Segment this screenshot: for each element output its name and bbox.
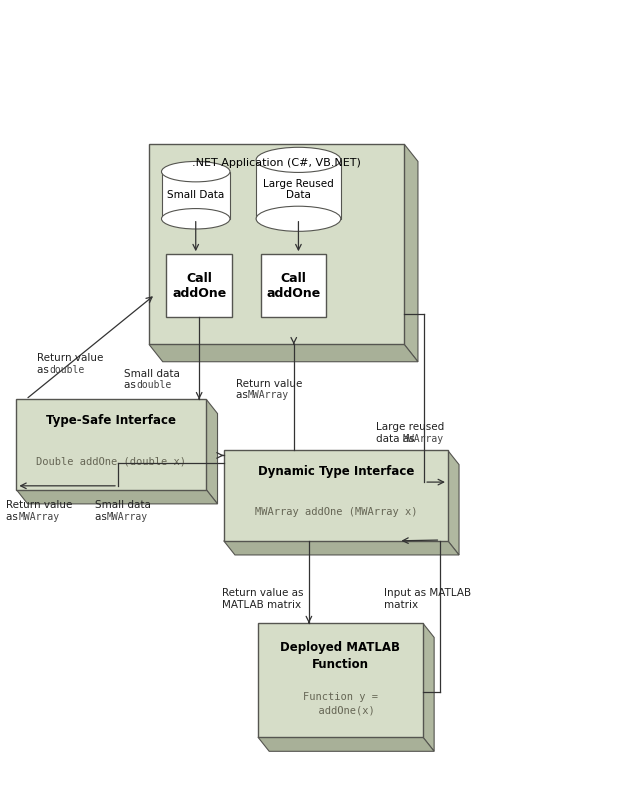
Ellipse shape	[161, 209, 230, 229]
FancyBboxPatch shape	[16, 399, 207, 490]
Bar	[256, 160, 341, 219]
Text: .NET Application (C#, VB.NET): .NET Application (C#, VB.NET)	[192, 158, 361, 168]
Text: Return value as: Return value as	[222, 589, 303, 599]
Text: Call
addOne: Call addOne	[172, 271, 226, 300]
FancyBboxPatch shape	[261, 254, 327, 317]
Text: Small data: Small data	[95, 501, 151, 510]
Ellipse shape	[161, 161, 230, 182]
Polygon shape	[423, 623, 434, 751]
FancyBboxPatch shape	[258, 623, 423, 737]
Polygon shape	[448, 451, 459, 555]
Text: as: as	[6, 513, 21, 522]
FancyBboxPatch shape	[224, 451, 448, 541]
Text: double: double	[136, 380, 171, 390]
Text: MWArray: MWArray	[107, 513, 148, 522]
Text: Return value: Return value	[6, 501, 72, 510]
Text: Input as MATLAB: Input as MATLAB	[384, 589, 472, 599]
FancyBboxPatch shape	[166, 254, 232, 317]
Ellipse shape	[256, 147, 341, 172]
Text: Large Reused
Data: Large Reused Data	[263, 179, 334, 200]
Text: double: double	[50, 365, 85, 375]
Text: MWArray: MWArray	[403, 433, 444, 444]
Text: Large reused: Large reused	[376, 422, 445, 432]
Text: as: as	[37, 365, 52, 375]
Text: Small data: Small data	[124, 369, 180, 380]
Text: Call
addOne: Call addOne	[267, 271, 321, 300]
Text: MWArray: MWArray	[247, 391, 288, 400]
Text: Type-Safe Interface: Type-Safe Interface	[46, 414, 176, 426]
Polygon shape	[224, 541, 459, 555]
Text: as: as	[236, 391, 251, 400]
Text: MATLAB matrix: MATLAB matrix	[222, 600, 301, 610]
Text: Double addOne (double x): Double addOne (double x)	[36, 456, 187, 466]
Text: Deployed MATLAB
Function: Deployed MATLAB Function	[281, 641, 401, 671]
FancyBboxPatch shape	[149, 144, 404, 344]
Text: as: as	[124, 380, 139, 390]
Text: Return value: Return value	[37, 353, 104, 363]
Polygon shape	[404, 144, 418, 361]
Text: MWArray addOne (MWArray x): MWArray addOne (MWArray x)	[254, 507, 417, 517]
Text: Return value: Return value	[236, 379, 303, 388]
Text: MWArray: MWArray	[18, 513, 60, 522]
Polygon shape	[149, 344, 418, 361]
Text: Function y =
  addOne(x): Function y = addOne(x)	[303, 692, 378, 715]
Text: matrix: matrix	[384, 600, 418, 610]
Text: Dynamic Type Interface: Dynamic Type Interface	[257, 464, 414, 478]
Ellipse shape	[256, 206, 341, 231]
Text: as: as	[95, 513, 110, 522]
Polygon shape	[258, 737, 434, 751]
Polygon shape	[16, 490, 217, 504]
Text: data as: data as	[376, 433, 418, 444]
Polygon shape	[207, 399, 217, 504]
Bar	[161, 172, 230, 219]
Text: Small Data: Small Data	[167, 190, 224, 200]
